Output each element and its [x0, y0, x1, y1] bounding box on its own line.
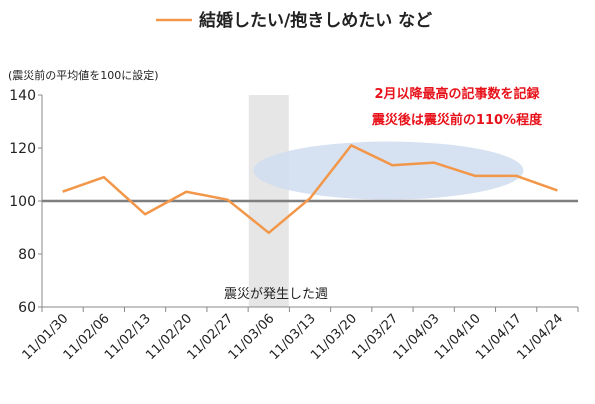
series-line — [62, 144, 558, 235]
y-tick-label: 140 — [9, 88, 36, 104]
y-tick-label: 100 — [9, 194, 36, 210]
y-tick-label: 60 — [18, 300, 36, 316]
x-axis-ticks: 11/01/3011/02/0611/02/1311/02/2011/02/27… — [20, 307, 579, 363]
y-axis-ticks: 60 80 100 120 140 — [9, 88, 42, 316]
annotation-110-percent: 震災後は震災前の110%程度 — [371, 112, 543, 128]
y-tick-label: 120 — [9, 141, 36, 157]
event-label: 震災が発生した週 — [224, 287, 328, 302]
post-quake-highlight-ellipse — [253, 141, 524, 200]
annotation-record-high: 2月以降最高の記事数を記録 — [374, 86, 540, 102]
y-tick-label: 80 — [18, 247, 36, 263]
legend-label: 結婚したい/抱きしめたい など — [199, 10, 432, 31]
y-axis-unit-note: (震災前の平均値を100に設定) — [8, 68, 159, 82]
